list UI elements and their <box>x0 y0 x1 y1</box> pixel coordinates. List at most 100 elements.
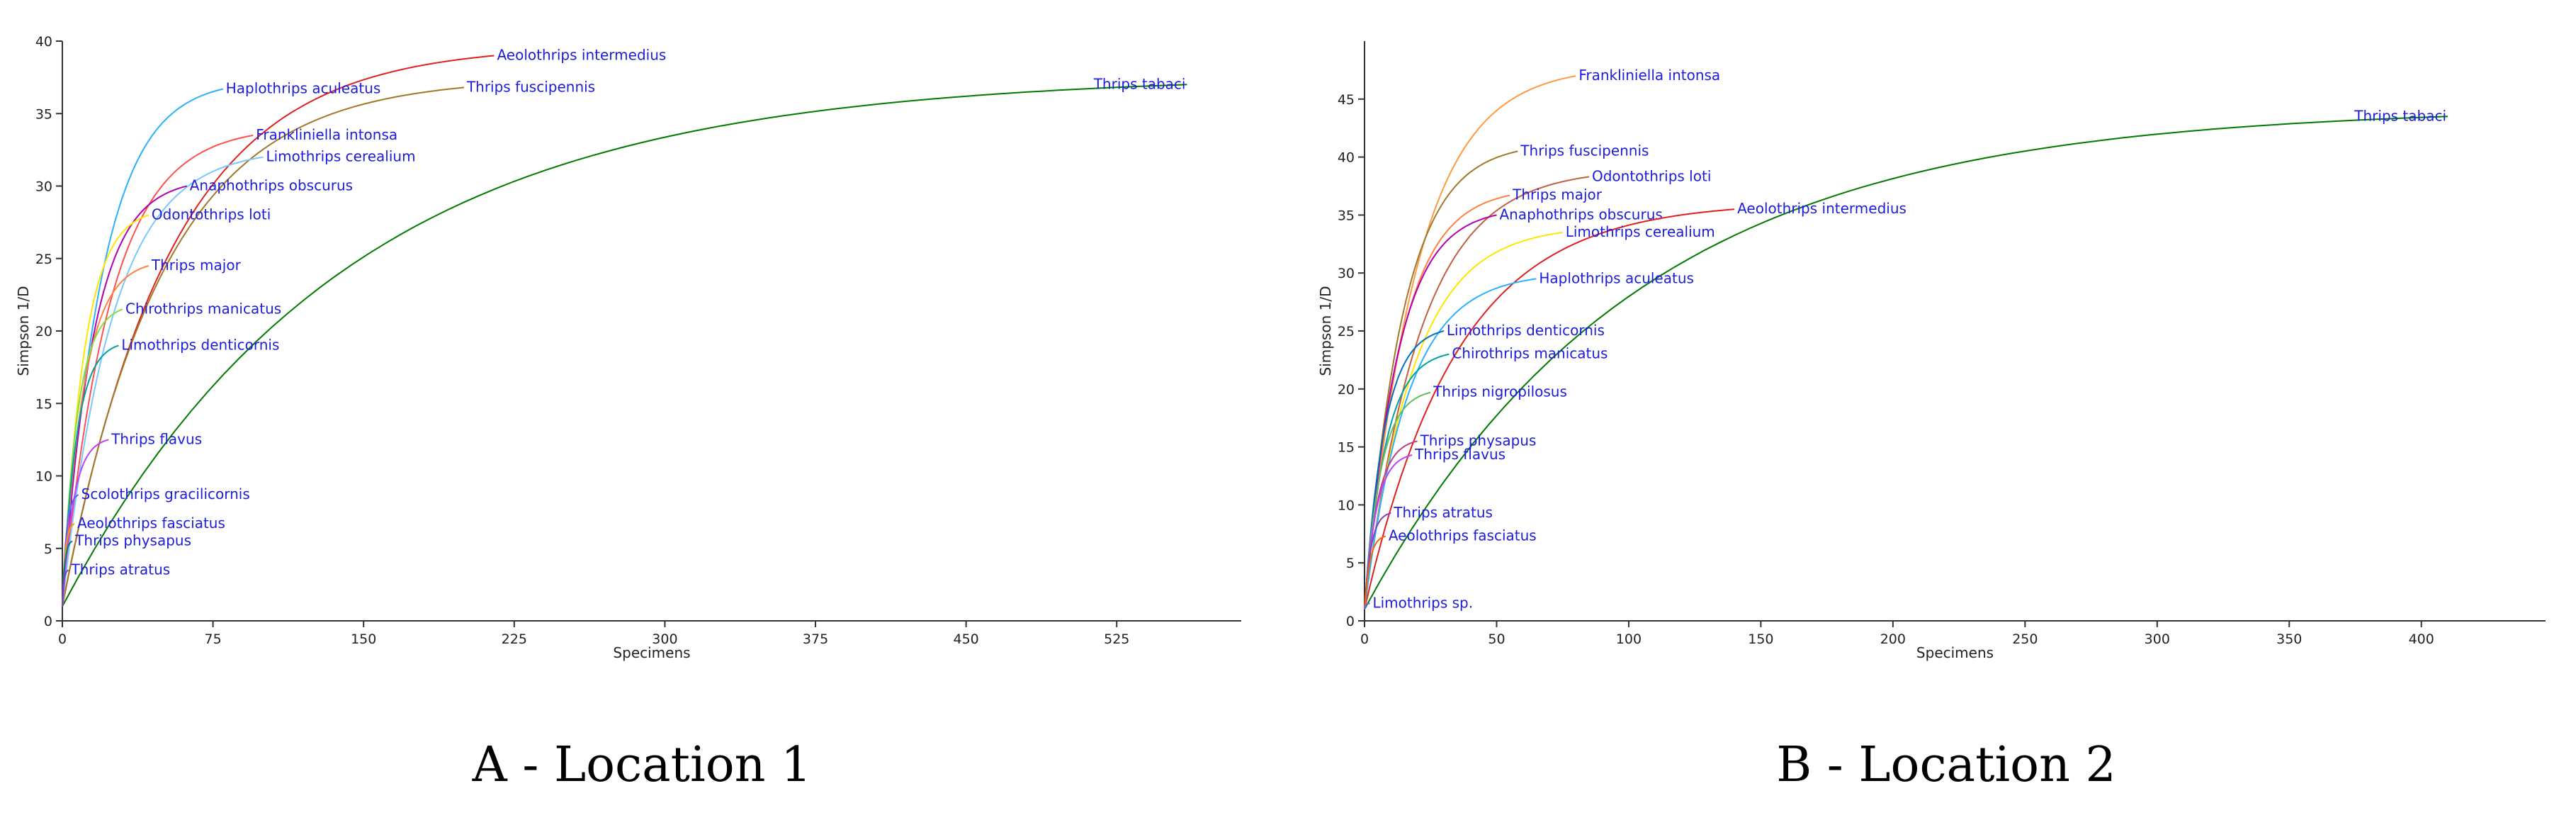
series-label-thrips-tabaci: Thrips tabaci <box>2354 107 2446 124</box>
series-label-thrips-fuscipennis: Thrips fuscipennis <box>1520 142 1649 159</box>
series-label-aeolothrips-fasciatus: Aeolothrips fasciatus <box>77 515 225 532</box>
chart-location-2: 0 50 100 150 200 250 300 350 400 0 5 10 15 20 25 30 35 40… <box>1317 41 2546 661</box>
x-tick-label: 75 <box>205 631 222 647</box>
series-label-thrips-tabaci: Thrips tabaci <box>1093 75 1186 92</box>
series-line-thrips-physapus <box>62 540 73 607</box>
y-tick-label: 30 <box>35 179 52 195</box>
series-line-limothrips-denticornis <box>62 344 119 607</box>
y-axis-label: Simpson 1/D <box>15 286 32 376</box>
series-label-anaphothrips-obscurus: Anaphothrips obscurus <box>1499 206 1662 223</box>
x-tick-label: 100 <box>1616 631 1642 647</box>
y-tick-label: 35 <box>35 106 52 122</box>
x-tick-label: 0 <box>58 631 67 647</box>
y-tick-label: 10 <box>35 469 52 485</box>
series-label-aeolothrips-fasciatus: Aeolothrips fasciatus <box>1389 527 1537 544</box>
y-tick-label: 0 <box>44 614 52 629</box>
y-tick-label: 15 <box>1338 440 1355 456</box>
series-line-odontothrips-loti <box>62 214 149 607</box>
x-axis-label: Specimens <box>1916 644 1994 661</box>
x-tick-label: 225 <box>502 631 527 647</box>
y-tick-label: 20 <box>1338 382 1355 398</box>
series-line-chirothrips-manicatus <box>62 308 123 607</box>
chart-location-1: 0 75 150 225 300 375 450 525 0 5 10 15 20 25 30 35 40 Spe… <box>15 34 1241 661</box>
x-tick-label: 150 <box>351 631 376 647</box>
y-tick-label: 25 <box>35 252 52 267</box>
series-line-limothrips-sp <box>1364 602 1370 610</box>
series-label-haplothrips-aculeatus: Haplothrips aculeatus <box>1539 269 1694 286</box>
series-label-odontothrips-loti: Odontothrips loti <box>1592 167 1711 184</box>
series-label-limothrips-cerealium: Limothrips cerealium <box>266 148 415 165</box>
series-line-thrips-atratus <box>1364 512 1391 610</box>
series-line-thrips-flavus <box>62 439 109 607</box>
series-line-thrips-flavus <box>1364 454 1413 610</box>
series-line-aeolothrips-intermedius <box>62 55 495 607</box>
series-label-thrips-physapus: Thrips physapus <box>74 532 191 549</box>
series-label-aeolothrips-intermedius: Aeolothrips intermedius <box>497 46 666 63</box>
y-tick-label: 5 <box>44 541 52 557</box>
series-line-aeolothrips-intermedius <box>1364 208 1735 610</box>
caption-location-1: A - Location 1 <box>472 737 812 793</box>
series-line-anaphothrips-obscurus <box>1364 214 1497 610</box>
series-label-odontothrips-loti: Odontothrips loti <box>152 206 271 223</box>
x-tick-label: 350 <box>2276 631 2302 647</box>
series-line-aeolothrips-fasciatus <box>1364 535 1386 610</box>
series-label-thrips-flavus: Thrips flavus <box>111 430 202 447</box>
series-line-limothrips-cerealium <box>62 156 264 607</box>
y-tick-label: 35 <box>1338 208 1355 223</box>
x-tick-label: 150 <box>1748 631 1773 647</box>
y-tick-label: 10 <box>1338 498 1355 513</box>
series-label-haplothrips-aculeatus: Haplothrips aculeatus <box>226 79 381 96</box>
series-label-limothrips-denticornis: Limothrips denticornis <box>1447 322 1605 339</box>
y-tick-label: 30 <box>1338 266 1355 281</box>
y-tick-label: 40 <box>1338 150 1355 166</box>
series-line-thrips-nigropilosus <box>1364 391 1431 610</box>
series-line-thrips-atratus <box>62 569 69 607</box>
y-tick-label: 5 <box>1346 556 1355 571</box>
series-line-thrips-tabaci <box>1364 116 2448 610</box>
series-label-thrips-nigropilosus: Thrips nigropilosus <box>1433 383 1567 400</box>
series-label-limothrips-cerealium: Limothrips cerealium <box>1566 223 1715 240</box>
series-label-limothrips-sp: Limothrips sp. <box>1372 594 1473 611</box>
series-line-frankliniella-intonsa <box>62 134 254 607</box>
series-line-thrips-fuscipennis <box>62 86 465 607</box>
series-label-thrips-fuscipennis: Thrips fuscipennis <box>466 78 595 95</box>
x-tick-label: 300 <box>2145 631 2170 647</box>
y-tick-label: 25 <box>1338 324 1355 339</box>
x-tick-label: 250 <box>2012 631 2038 647</box>
series-label-limothrips-denticornis: Limothrips denticornis <box>121 336 279 353</box>
series-line-thrips-fuscipennis <box>1364 150 1518 610</box>
y-tick-label: 45 <box>1338 92 1355 108</box>
series-label-chirothrips-manicatus: Chirothrips manicatus <box>1452 345 1608 362</box>
series-line-limothrips-denticornis <box>1364 330 1445 610</box>
series-label-frankliniella-intonsa: Frankliniella intonsa <box>1578 67 1720 84</box>
series-line-haplothrips-aculeatus <box>1364 278 1537 610</box>
series-label-aeolothrips-intermedius: Aeolothrips intermedius <box>1737 200 1906 217</box>
x-tick-label: 400 <box>2409 631 2434 647</box>
y-tick-label: 20 <box>35 324 52 339</box>
series-label-frankliniella-intonsa: Frankliniella intonsa <box>256 126 397 143</box>
x-tick-label: 375 <box>803 631 828 647</box>
series-line-thrips-tabaci <box>62 84 1187 607</box>
series-label-thrips-physapus: Thrips physapus <box>1420 432 1537 449</box>
series-label-thrips-major: Thrips major <box>1512 186 1603 203</box>
x-tick-label: 450 <box>954 631 979 647</box>
series-line-haplothrips-aculeatus <box>62 88 224 607</box>
x-tick-label: 200 <box>1880 631 1906 647</box>
series-label-thrips-atratus: Thrips atratus <box>1393 504 1493 521</box>
x-tick-label: 525 <box>1104 631 1129 647</box>
y-tick-label: 40 <box>35 34 52 50</box>
series-label-anaphothrips-obscurus: Anaphothrips obscurus <box>190 177 353 194</box>
x-axis-label: Specimens <box>613 644 690 661</box>
y-axis-label: Simpson 1/D <box>1317 286 1334 376</box>
y-tick-label: 0 <box>1346 614 1355 629</box>
series-label-chirothrips-manicatus: Chirothrips manicatus <box>125 300 281 317</box>
series-label-thrips-major: Thrips major <box>151 257 242 274</box>
series-label-thrips-atratus: Thrips atratus <box>71 561 171 578</box>
caption-location-2: B - Location 2 <box>1776 737 2116 793</box>
series-line-limothrips-cerealium <box>1364 231 1563 610</box>
x-tick-label: 0 <box>1360 631 1369 647</box>
series-line-anaphothrips-obscurus <box>62 185 188 607</box>
series-label-scolothrips-gracilicornis: Scolothrips gracilicornis <box>81 485 250 502</box>
x-tick-label: 300 <box>652 631 677 647</box>
